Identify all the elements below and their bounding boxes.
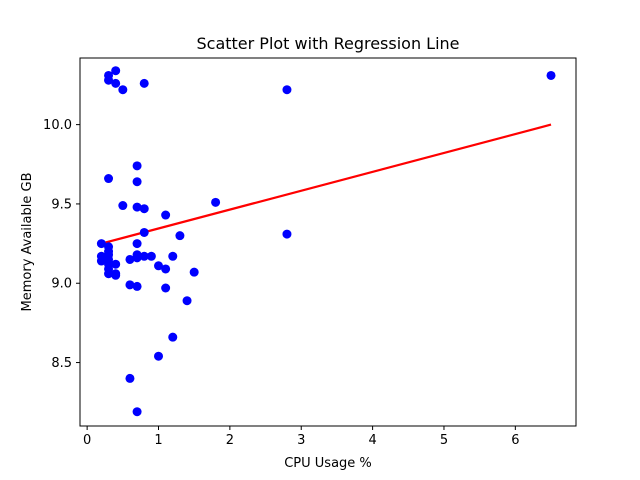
data-point <box>189 267 199 277</box>
data-point <box>111 66 121 76</box>
data-point <box>182 296 192 306</box>
data-point <box>132 407 142 417</box>
data-point <box>111 259 121 269</box>
data-point <box>111 78 121 88</box>
data-point <box>104 269 114 279</box>
x-tick-label: 3 <box>297 433 305 448</box>
data-point <box>154 351 164 361</box>
data-point <box>118 85 128 95</box>
data-point <box>125 254 135 264</box>
x-tick-label: 6 <box>511 433 519 448</box>
y-tick-label: 9.0 <box>51 277 72 292</box>
data-point <box>132 253 142 263</box>
data-point <box>139 251 149 261</box>
data-point <box>168 332 178 342</box>
data-point <box>125 373 135 383</box>
y-tick-label: 9.5 <box>51 197 72 212</box>
data-point <box>161 283 171 293</box>
data-point <box>146 251 156 261</box>
data-point <box>111 270 121 280</box>
x-tick-label: 5 <box>440 433 448 448</box>
y-tick-label: 10.0 <box>43 118 72 133</box>
plot-frame <box>79 57 577 427</box>
data-point <box>546 70 556 80</box>
data-point <box>96 239 106 249</box>
y-axis-label: Memory Available GB <box>20 173 35 312</box>
regression-layer <box>101 123 552 245</box>
x-axis-ticks: 0 1 2 3 4 5 6 <box>83 426 519 448</box>
data-point <box>211 197 221 207</box>
data-point <box>132 202 142 212</box>
points-layer <box>96 66 556 417</box>
data-point <box>139 204 149 214</box>
x-axis-label: CPU Usage % <box>284 456 372 471</box>
data-point <box>132 177 142 187</box>
x-tick-label: 0 <box>83 433 91 448</box>
x-tick-label: 1 <box>154 433 162 448</box>
y-tick-label: 8.5 <box>51 356 72 371</box>
data-point <box>139 227 149 237</box>
regression-line <box>101 123 552 245</box>
data-point <box>175 231 185 241</box>
data-point <box>161 210 171 220</box>
chart-title: Scatter Plot with Regression Line <box>196 34 459 53</box>
data-point <box>139 78 149 88</box>
data-point <box>104 174 114 184</box>
data-point <box>96 256 106 266</box>
data-point <box>154 261 164 271</box>
data-point <box>132 161 142 171</box>
data-point <box>132 281 142 291</box>
data-point <box>118 201 128 211</box>
x-tick-label: 4 <box>368 433 376 448</box>
y-axis-ticks: 8.5 9.0 9.5 10.0 <box>43 118 80 371</box>
data-point <box>168 251 178 261</box>
data-point <box>104 75 114 85</box>
data-point <box>282 85 292 95</box>
data-point <box>125 280 135 290</box>
data-point <box>282 229 292 239</box>
x-tick-label: 2 <box>226 433 234 448</box>
data-point <box>161 264 171 274</box>
data-point <box>132 239 142 249</box>
